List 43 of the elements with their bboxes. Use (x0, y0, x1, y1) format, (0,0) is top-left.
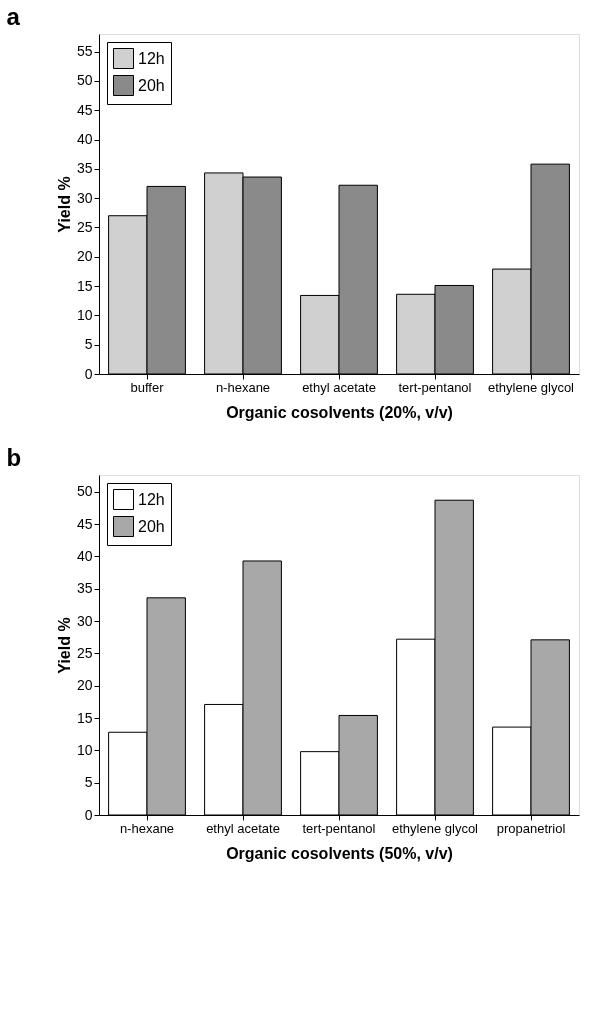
y-tick-label: 5 (84, 336, 93, 353)
x-tick-label: ethyl acetate (206, 820, 280, 836)
x-tick-label: n-hexane (215, 379, 271, 395)
x-tick-label: ethylene glycol (488, 379, 575, 395)
y-tick-label: 10 (76, 306, 93, 323)
legend-label: 12h (138, 490, 165, 508)
x-tick-label: ethyl acetate (302, 379, 376, 395)
y-tick-label: 25 (76, 218, 93, 235)
y-axis-title: Yield % (55, 176, 73, 233)
y-tick-label: 20 (76, 677, 93, 694)
chart-title: a (6, 3, 21, 30)
y-tick-label: 0 (84, 806, 93, 823)
y-tick-label: 30 (76, 612, 93, 629)
y-tick-label: 30 (76, 189, 93, 206)
x-axis-title: Organic cosolvents (20%, v/v) (226, 403, 453, 421)
y-tick-label: 45 (76, 515, 93, 532)
chart-title: b (6, 444, 22, 471)
y-tick-label: 35 (76, 160, 93, 177)
y-tick-label: 45 (76, 101, 93, 118)
x-axis-title: Organic cosolvents (50%, v/v) (226, 844, 453, 862)
y-tick-label: 55 (76, 43, 93, 60)
legend-label: 12h (138, 49, 165, 67)
y-tick-label: 15 (76, 277, 93, 294)
y-axis-title: Yield % (55, 617, 73, 674)
y-tick-label: 35 (76, 580, 93, 597)
y-tick-label: 50 (76, 72, 93, 89)
y-tick-label: 10 (76, 741, 93, 758)
y-tick-label: 5 (84, 774, 93, 791)
y-tick-label: 15 (76, 709, 93, 726)
x-tick-label: tert-pentanol (398, 379, 472, 395)
y-tick-label: 40 (76, 547, 93, 564)
y-tick-label: 25 (76, 644, 93, 661)
legend-label: 20h (138, 76, 165, 94)
x-tick-label: tert-pentanol (302, 820, 376, 836)
x-tick-label: n-hexane (119, 820, 175, 836)
y-tick-label: 50 (76, 483, 93, 500)
x-tick-label: propanetriol (496, 820, 566, 836)
x-tick-label: ethylene glycol (392, 820, 479, 836)
x-tick-label: buffer (130, 379, 165, 395)
y-tick-label: 0 (84, 365, 93, 382)
y-tick-label: 40 (76, 131, 93, 148)
y-tick-label: 20 (76, 248, 93, 265)
legend-label: 20h (138, 517, 165, 535)
